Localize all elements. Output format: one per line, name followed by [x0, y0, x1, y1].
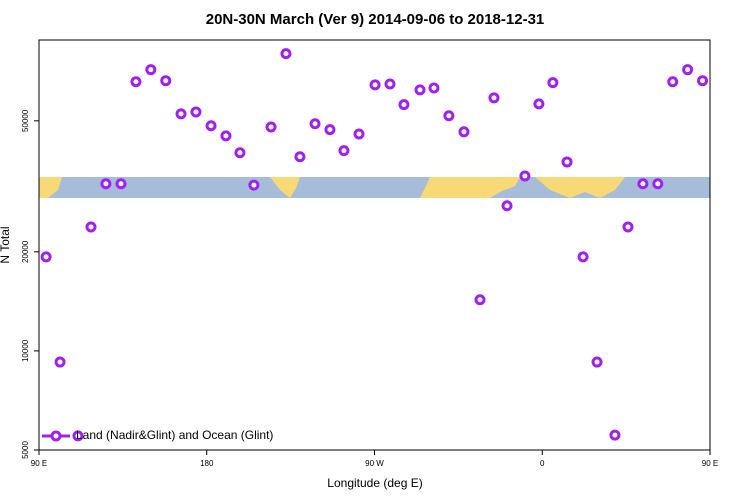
point	[667, 76, 679, 88]
point	[280, 48, 292, 60]
point	[324, 124, 336, 136]
y-axis-label: N Total	[0, 226, 12, 263]
point	[591, 356, 603, 368]
x-tick-label: 0	[540, 459, 545, 468]
plot-frame	[38, 39, 711, 451]
point	[474, 294, 486, 306]
point	[414, 84, 426, 96]
point	[622, 221, 634, 233]
point	[428, 82, 440, 94]
point	[353, 128, 365, 140]
point	[561, 156, 573, 168]
point	[369, 79, 381, 91]
point	[160, 75, 172, 87]
y-tick-label: 50000	[21, 109, 30, 132]
point	[637, 178, 649, 190]
point	[533, 98, 545, 110]
legend-label: Land (Nadir&Glint) and Ocean (Glint)	[76, 428, 273, 442]
point	[652, 178, 664, 190]
point	[85, 221, 97, 233]
point	[609, 429, 621, 441]
point	[265, 121, 277, 133]
y-tick-label: 5000	[21, 441, 30, 459]
point	[501, 200, 513, 212]
point	[697, 75, 709, 87]
x-tick-label: 180	[200, 459, 214, 468]
point	[682, 64, 694, 76]
y-tick-label: 20000	[21, 240, 30, 263]
point	[115, 178, 127, 190]
point	[398, 99, 410, 111]
legend-marker	[50, 430, 62, 442]
chart-title: 20N-30N March (Ver 9) 2014-09-06 to 2018…	[206, 11, 545, 28]
point	[190, 106, 202, 118]
point	[220, 130, 232, 142]
point	[248, 179, 260, 191]
x-axis-label: Longitude (deg E)	[327, 476, 422, 490]
point	[577, 251, 589, 263]
point	[488, 92, 500, 104]
x-tick-label: 90 W	[365, 459, 384, 468]
point	[205, 120, 217, 132]
point	[234, 147, 246, 159]
point	[130, 76, 142, 88]
point	[384, 78, 396, 90]
map-band	[39, 177, 710, 198]
point	[40, 251, 52, 263]
point	[100, 178, 112, 190]
point	[443, 110, 455, 122]
point	[294, 151, 306, 163]
x-tick-label: 90 E	[702, 459, 718, 468]
point	[309, 118, 321, 130]
x-tick-label: 90 E	[31, 459, 47, 468]
point	[519, 170, 531, 182]
point	[458, 126, 470, 138]
y-tick-label: 10000	[21, 339, 30, 362]
point	[54, 356, 66, 368]
point	[72, 430, 84, 442]
point	[338, 145, 350, 157]
point	[547, 77, 559, 89]
point	[175, 108, 187, 120]
point	[145, 64, 157, 76]
